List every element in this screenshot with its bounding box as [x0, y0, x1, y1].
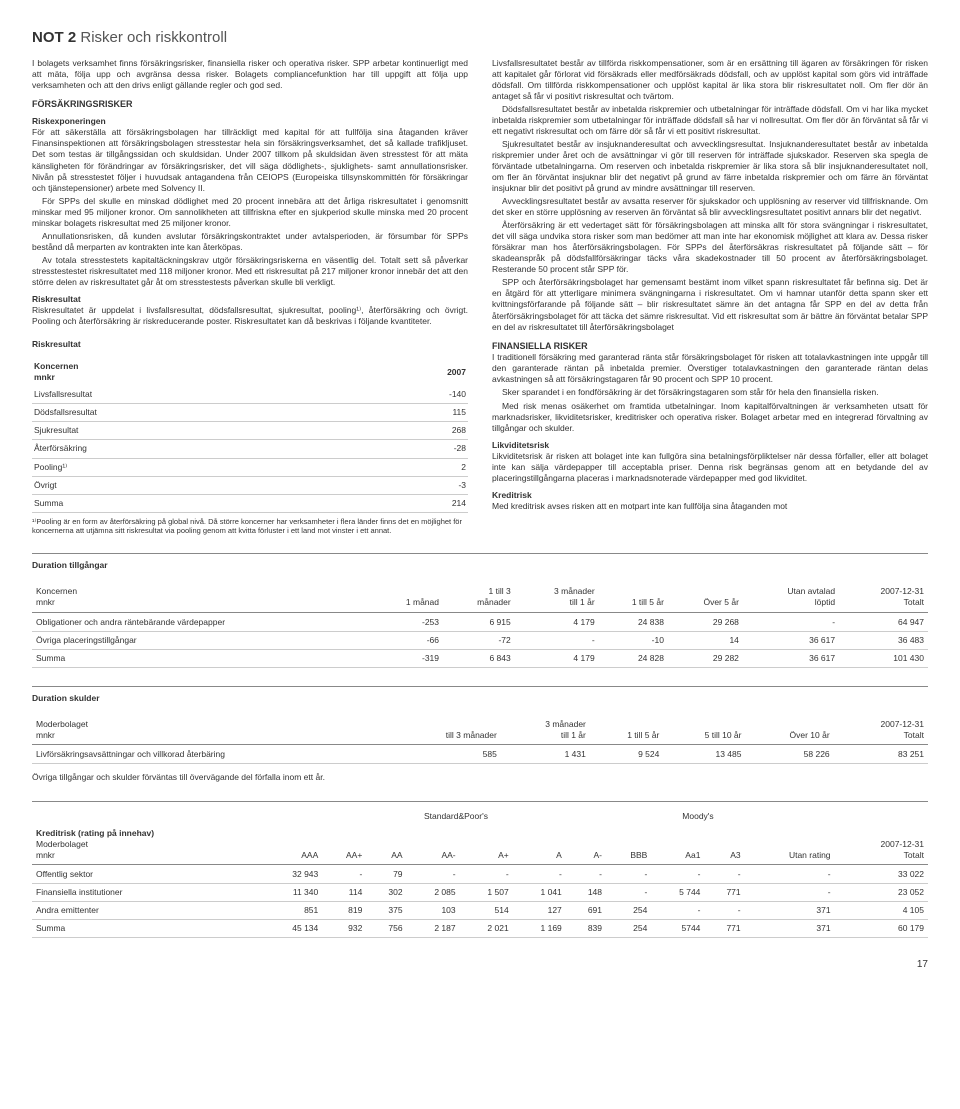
sum-row: Summa45 1349327562 1872 0211 16983925457… [32, 920, 928, 938]
t1-caption: Riskresultat [32, 339, 468, 350]
t4-sub2: mnkr [36, 850, 257, 861]
table-row: Pooling¹⁾2 [32, 458, 468, 476]
t1-footnote: ¹⁾Pooling är en form av återförsäkring p… [32, 517, 468, 536]
sub-riskresultat: Riskresultat [32, 294, 468, 305]
left-column: I bolagets verksamhet finns försäkringsr… [32, 58, 468, 536]
t1-sub1: Koncernen [34, 361, 355, 372]
title-bold: NOT 2 [32, 29, 76, 46]
para3: För SPPs del skulle en minskad dödlighet… [32, 196, 468, 229]
table-row: Sjukresultat268 [32, 422, 468, 440]
rp1: Livsfallsresultatet består av tillförda … [492, 58, 928, 102]
t2-sub1: Koncernen [36, 586, 368, 597]
rp8: Sker sparandet i en fondförsäkring är de… [492, 387, 928, 398]
page-number: 17 [32, 958, 928, 971]
para6: Riskresultatet är uppdelat i livsfallsre… [32, 305, 468, 327]
intro-text: I bolagets verksamhet finns försäkringsr… [32, 58, 468, 91]
t4-sub1: Moderbolaget [36, 839, 257, 850]
table-row: Finansiella institutioner11 3401143022 0… [32, 884, 928, 902]
t1-sub2: mnkr [34, 372, 355, 383]
rp7: I traditionell försäkring med garanterad… [492, 352, 928, 385]
riskresultat-table: Koncernen mnkr 2007 Livsfallsresultat-14… [32, 358, 468, 512]
sum-row: Summa214 [32, 494, 468, 512]
para5: Av totala stresstestets kapitaltäcknings… [32, 255, 468, 288]
t4-moody: Moody's [651, 808, 744, 825]
table-row: Övriga placeringstillgångar-66-72--10143… [32, 631, 928, 649]
para4: Annullationsrisken, då kunden avslutar f… [32, 231, 468, 253]
t2-caption: Duration tillgångar [32, 560, 928, 571]
title-light: Risker och riskkontroll [80, 29, 227, 46]
t3-note: Övriga tillgångar och skulder förväntas … [32, 772, 928, 783]
t4-caption: Kreditrisk (rating på innehav) [36, 828, 257, 839]
table-row: Dödsfallsresultat115 [32, 404, 468, 422]
t3-sub2: mnkr [36, 730, 389, 741]
sub-riskexp: Riskexponeringen [32, 116, 468, 127]
table-row: Återförsäkring-28 [32, 440, 468, 458]
rp9: Med risk menas osäkerhet om framtida utb… [492, 401, 928, 434]
sub-liq: Likviditetsrisk [492, 440, 928, 451]
table-row: Livsfallsresultat-140 [32, 386, 468, 404]
right-column: Livsfallsresultatet består av tillförda … [492, 58, 928, 536]
sec-fin: FINANSIELLA RISKER [492, 341, 928, 353]
t3-block: Duration skulder Moderbolaget mnkr till … [32, 686, 928, 783]
rp10: Likviditetsrisk är risken att bolaget in… [492, 451, 928, 484]
rp2: Dödsfallsresultatet består av inbetalda … [492, 104, 928, 137]
table-row: Offentlig sektor32 943-79--------33 022 [32, 865, 928, 884]
t4-block: Standard&Poor's Moody's Kreditrisk (rati… [32, 801, 928, 938]
duration-skulder-table: Moderbolaget mnkr till 3 månader 3 månad… [32, 716, 928, 764]
table-row: Obligationer och andra räntebärande värd… [32, 612, 928, 631]
page-title: NOT 2 Risker och riskkontroll [32, 28, 928, 48]
t4-sp: Standard&Poor's [261, 808, 652, 825]
t3-sub1: Moderbolaget [36, 719, 389, 730]
t2-block: Duration tillgångar Koncernen mnkr 1 mån… [32, 553, 928, 667]
rp3: Sjukresultatet består av insjuknanderesu… [492, 139, 928, 194]
para2: För att säkerställa att försäkringsbolag… [32, 127, 468, 193]
duration-tillgangar-table: Koncernen mnkr 1 månad 1 till 3 månader … [32, 583, 928, 667]
t3-caption: Duration skulder [32, 693, 928, 704]
table-row: Övrigt-3 [32, 476, 468, 494]
rp11: Med kreditrisk avses risken att en motpa… [492, 501, 928, 512]
rp6: SPP och återförsäkringsbolaget har gemen… [492, 277, 928, 332]
rp5: Återförsäkring är ett vedertaget sätt fö… [492, 220, 928, 275]
rp4: Avvecklingsresultatet består av avsatta … [492, 196, 928, 218]
sec-forsakring: FÖRSÄKRINGSRISKER [32, 99, 468, 111]
table-row: Livförsäkringsavsättningar och villkorad… [32, 744, 928, 763]
table-row: Andra emittenter851819375103514127691254… [32, 902, 928, 920]
t1-year: 2007 [357, 358, 468, 386]
sum-row: Summa-3196 8434 17924 82829 28236 617101… [32, 649, 928, 667]
t2-sub2: mnkr [36, 597, 368, 608]
kreditrisk-table: Standard&Poor's Moody's Kreditrisk (rati… [32, 808, 928, 938]
sub-credit: Kreditrisk [492, 490, 928, 501]
